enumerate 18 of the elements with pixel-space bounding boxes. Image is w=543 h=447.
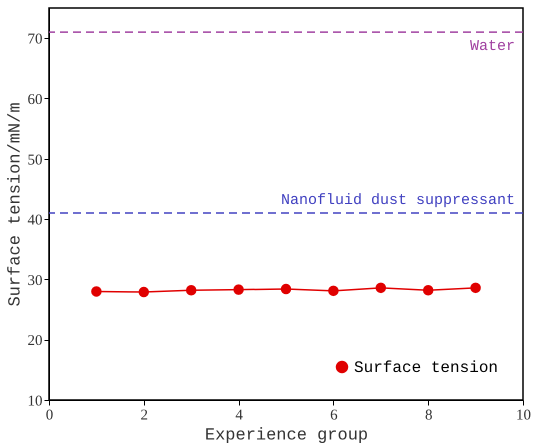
ref-line-label: Nanofluid dust suppressant (280, 192, 515, 210)
y-tick-label: 30 (28, 272, 42, 289)
y-tick-label: 70 (28, 32, 42, 48)
x-axis-title: Experience group (204, 426, 368, 446)
x-tick-label: 8 (424, 408, 432, 424)
y-tick-label: 50 (28, 152, 42, 168)
x-tick-label: 6 (330, 408, 338, 424)
y-tick-label: 10 (28, 394, 42, 410)
ref-line-label: Water (470, 38, 515, 56)
y-tick-label: 60 (28, 92, 42, 108)
y-tick-label: 20 (28, 333, 42, 350)
x-tick-label: 0 (46, 408, 54, 424)
x-tick-label: 2 (140, 408, 148, 424)
y-axis-title: Surface tension/mN/m (6, 102, 26, 307)
y-tick-label: 40 (28, 212, 42, 229)
x-tick-label: 10 (516, 408, 531, 424)
x-tick-label: 4 (235, 408, 244, 424)
legend-label: Surface tension (354, 359, 498, 377)
